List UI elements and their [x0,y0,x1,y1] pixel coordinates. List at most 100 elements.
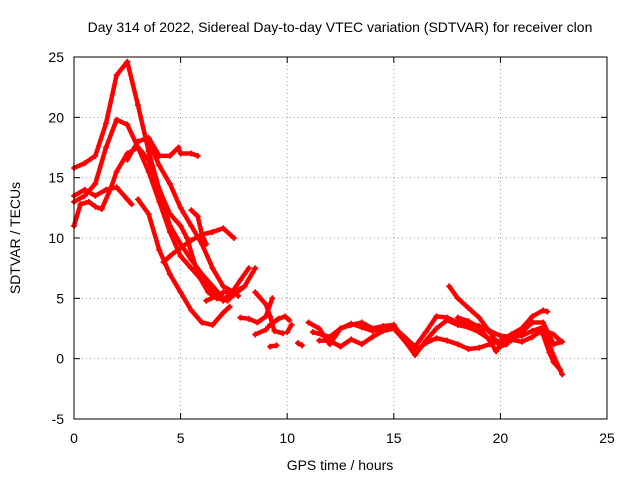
data-point [288,321,295,328]
data-point [156,247,163,254]
data-point [546,349,553,356]
data-point [188,265,195,272]
data-point [433,313,440,320]
data-point [252,331,259,338]
data-point [284,329,291,336]
data-point [92,180,99,187]
data-point [518,338,525,345]
data-point [550,341,557,348]
data-point [444,337,451,344]
data-point [194,152,201,159]
grid [74,57,607,419]
data-point [160,259,167,266]
data-point [262,301,269,308]
data-point [305,319,312,326]
data-point [213,292,220,299]
data-point [113,116,120,123]
data-point [220,309,227,316]
data-point [145,156,152,163]
data-point [92,203,99,210]
x-tick-label: 5 [177,430,185,446]
data-point [348,336,355,343]
data-point [252,265,259,272]
data-point [412,343,419,350]
data-point [476,314,483,321]
data-point [486,329,493,336]
data-point [124,156,131,163]
data-point [550,331,557,338]
data-point [135,102,141,109]
y-tick-label: 10 [48,230,64,246]
data-point [209,283,216,290]
data-point [98,206,105,212]
series-track-22 [455,315,563,354]
data-point [92,192,99,199]
data-point [422,340,429,346]
data-point [166,210,173,217]
data-point [529,313,536,320]
data-point [309,329,316,336]
data-point [493,348,500,355]
data-point [299,342,306,349]
y-tick-label: 15 [48,170,64,186]
data-point [103,186,109,193]
data-point [113,168,120,175]
series-track-10 [189,207,209,247]
data-point [124,58,131,65]
data-point [188,237,195,244]
y-tick-label: 5 [56,290,64,306]
data-point [369,327,376,334]
data-point [209,321,216,328]
data-point [184,235,190,241]
data-point [237,314,244,321]
data-point [476,344,483,351]
x-tick-label: 20 [493,430,509,446]
data-point [203,297,210,304]
data-point [113,184,120,191]
data-point [529,327,536,334]
data-point [92,152,99,159]
data-point [166,229,173,235]
data-point [226,303,233,310]
data-point [194,271,201,278]
series-track-13 [252,317,279,337]
data-point [348,320,355,327]
data-point [557,337,564,344]
data-point [454,341,461,348]
data-point [518,325,525,332]
data-point [177,150,184,157]
data-point [486,337,493,344]
data-point [252,289,259,296]
data-point [177,204,184,211]
data-point [77,201,84,208]
data-point [135,196,141,203]
data-point [433,325,440,332]
data-point [156,186,163,193]
data-point [124,196,131,203]
data-point [318,331,325,338]
data-point [433,335,440,342]
data-point [286,317,293,324]
y-tick-label: 0 [56,351,64,367]
data-point [337,325,344,332]
data-point [145,210,152,217]
data-point [550,359,557,366]
y-tick-label: -5 [52,411,65,427]
data-point [465,346,472,352]
data-point [198,231,205,238]
data-point [241,283,248,290]
y-tick-labels: -5 0 5 10 15 20 25 [48,49,64,427]
data-point [230,289,237,296]
data-point [358,341,365,348]
data-point [209,229,216,235]
x-tick-label: 15 [386,430,402,446]
x-axis-label: GPS time / hours [287,457,394,473]
data-point [326,333,333,340]
data-point [262,326,269,333]
data-point [166,271,173,278]
data-point [557,366,564,373]
data-point [446,283,453,290]
data-point [230,235,237,241]
data-point [235,292,242,299]
data-point [444,314,451,321]
